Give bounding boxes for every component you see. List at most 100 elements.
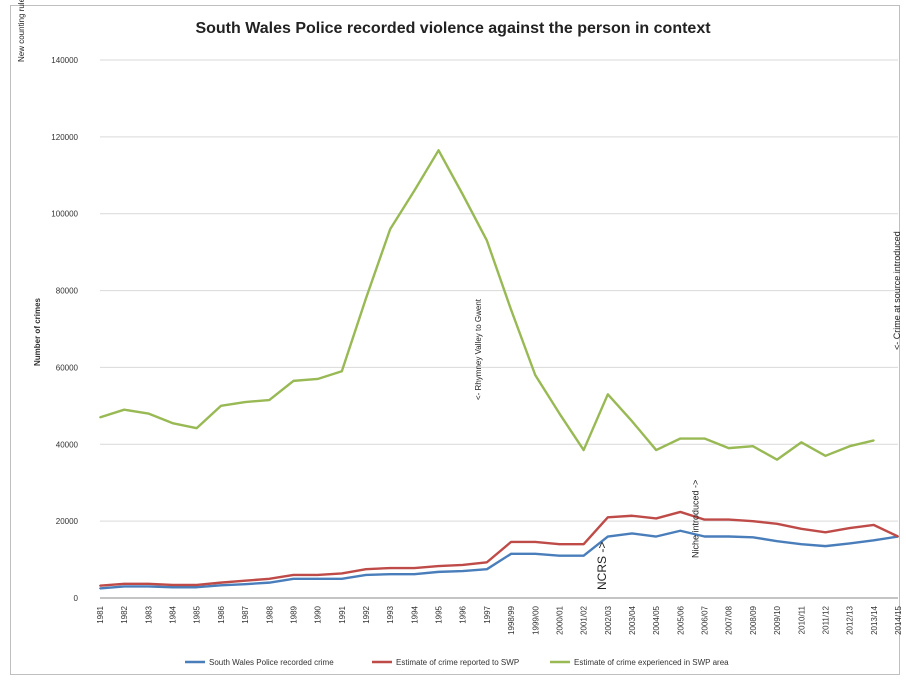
data-point (631, 514, 633, 517)
data-point (752, 445, 754, 448)
data-point (872, 524, 875, 526)
y-tick-label: 80000 (56, 287, 79, 296)
data-point (147, 412, 150, 415)
data-point (679, 437, 682, 440)
data-point (123, 582, 126, 585)
data-point (171, 586, 174, 589)
data-point (461, 564, 464, 566)
data-point (220, 581, 222, 584)
x-tick-label: 1990 (314, 605, 323, 623)
x-tick-label: 2002/03 (604, 605, 613, 634)
data-point (437, 565, 440, 568)
annotation: <- Crime at source introduced (892, 231, 902, 350)
x-tick-label: 1994 (410, 605, 419, 623)
y-axis-label: Number of crimes (33, 297, 42, 366)
data-point (316, 577, 319, 580)
x-tick-label: 2001/02 (580, 605, 589, 634)
x-tick-label: 1981 (96, 605, 105, 623)
data-point (800, 543, 803, 546)
x-tick-label: 1987 (241, 605, 250, 623)
x-tick-label: 1995 (435, 605, 444, 623)
data-point (486, 561, 488, 564)
data-point (582, 554, 585, 557)
data-point (244, 583, 246, 586)
data-point (316, 574, 319, 576)
data-point (776, 458, 778, 461)
y-tick-label: 20000 (56, 517, 79, 526)
data-point (703, 518, 706, 521)
data-point (220, 584, 222, 587)
data-point (631, 532, 633, 535)
x-tick-label: 2004/05 (652, 605, 661, 634)
data-point (244, 401, 246, 403)
x-tick-label: 2000/01 (555, 605, 564, 634)
x-tick-label: 2006/07 (701, 605, 710, 634)
data-point (389, 573, 392, 576)
x-tick-label: 1991 (338, 605, 347, 623)
data-point (727, 447, 730, 450)
data-point (389, 567, 392, 569)
data-point (727, 535, 730, 538)
data-point (195, 427, 198, 430)
data-point (631, 420, 633, 423)
data-point (437, 149, 440, 152)
x-tick-label: 2003/04 (628, 605, 637, 634)
data-point (752, 536, 754, 539)
x-tick-label: 1982 (120, 605, 129, 623)
data-point (268, 581, 271, 584)
data-point (534, 374, 537, 377)
data-point (510, 540, 512, 543)
data-point (268, 577, 271, 580)
legend-label: Estimate of crime reported to SWP (396, 658, 519, 667)
data-point (437, 570, 440, 573)
data-point (413, 189, 416, 192)
x-tick-label: 1998/99 (507, 605, 516, 634)
x-tick-label: 2007/08 (725, 605, 734, 634)
y-tick-label: 0 (74, 594, 79, 603)
data-point (316, 378, 319, 380)
x-tick-label: 1983 (144, 605, 153, 623)
annotation: <- Rhymney Valley to Gwent (474, 298, 483, 400)
x-tick-label: 2011/12 (821, 605, 830, 634)
data-point (147, 585, 150, 588)
data-point (461, 570, 464, 572)
data-point (510, 308, 512, 311)
data-point (848, 445, 851, 448)
x-tick-label: 1989 (289, 605, 298, 623)
x-tick-label: 1984 (169, 605, 178, 623)
data-point (776, 522, 778, 525)
x-axis-ticks: 1981 1982 1983 1984 1985 1986 1987 1988 1989 1990… (96, 605, 903, 634)
x-tick-label: 2009/10 (773, 605, 782, 634)
data-point (872, 439, 875, 442)
data-point (558, 543, 561, 546)
data-point (365, 574, 367, 576)
data-point (824, 454, 827, 457)
data-point (486, 239, 488, 242)
data-point (848, 542, 851, 545)
x-tick-label: 1996 (459, 605, 468, 623)
data-point (606, 535, 609, 538)
gridlines (100, 59, 898, 599)
annotations: New counting rules - > <- Rhymney Valley … (17, 0, 902, 590)
data-point (123, 408, 126, 411)
x-tick-label: 2014/15 (894, 605, 903, 634)
data-point (558, 412, 561, 415)
chart-title: South Wales Police recorded violence aga… (195, 20, 711, 37)
data-point (461, 193, 464, 196)
data-point (848, 527, 851, 529)
data-point (340, 572, 343, 575)
data-point (365, 568, 367, 571)
data-point (99, 587, 101, 590)
data-point (123, 585, 126, 588)
data-point (824, 531, 827, 534)
data-point (558, 554, 561, 557)
series-line (99, 510, 899, 587)
x-tick-label: 1986 (217, 605, 226, 623)
x-tick-label: 1999/00 (531, 605, 540, 634)
data-point (606, 393, 609, 396)
data-point (582, 543, 585, 546)
data-point (171, 584, 174, 586)
legend: South Wales Police recorded crime Estimat… (185, 658, 729, 667)
data-point (99, 416, 101, 419)
